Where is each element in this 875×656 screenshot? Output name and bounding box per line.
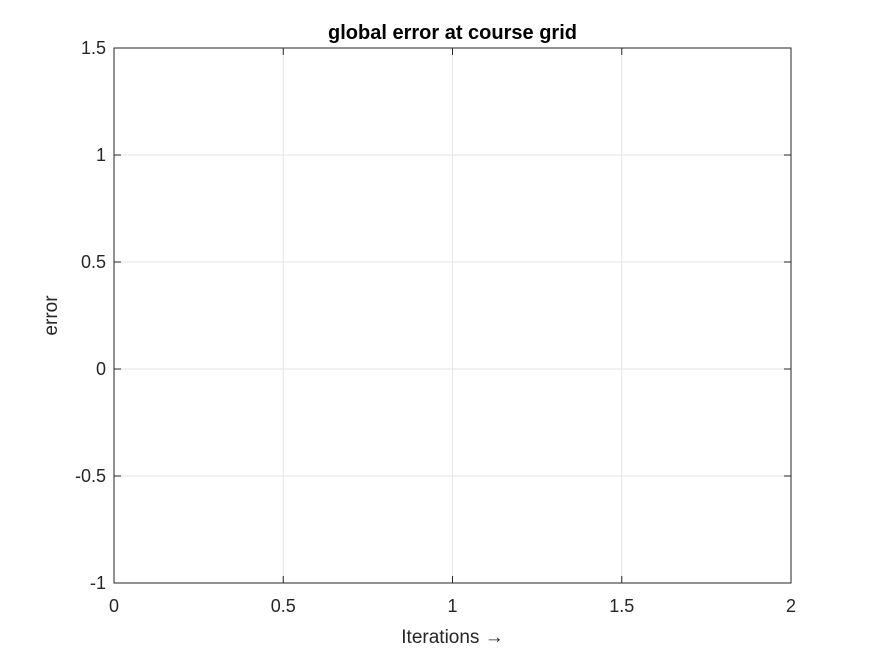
x-tick-label: 1.5 — [609, 596, 634, 616]
y-tick-label: 1 — [96, 145, 106, 165]
chart-title: global error at course grid — [328, 22, 577, 44]
plot-frame — [113, 47, 792, 584]
x-axis-label: Iterations → — [401, 627, 503, 648]
y-tick-label: -0.5 — [75, 466, 106, 486]
y-axis-label: error — [41, 295, 62, 336]
x-tick-label: 0 — [109, 596, 119, 616]
grid-lines — [114, 48, 791, 583]
x-tick-label: 0.5 — [271, 596, 296, 616]
y-tick-label: 1.5 — [81, 38, 106, 58]
y-tick-label: 0.5 — [81, 252, 106, 272]
y-tick-label: -1 — [90, 573, 106, 593]
x-tick-labels: 0 0.5 1 1.5 2 — [109, 596, 796, 616]
x-tick-label: 1 — [447, 596, 457, 616]
y-tick-label: 0 — [96, 359, 106, 379]
y-tick-labels: -1 -0.5 0 0.5 1 1.5 — [75, 38, 106, 593]
x-tick-label: 2 — [786, 596, 796, 616]
